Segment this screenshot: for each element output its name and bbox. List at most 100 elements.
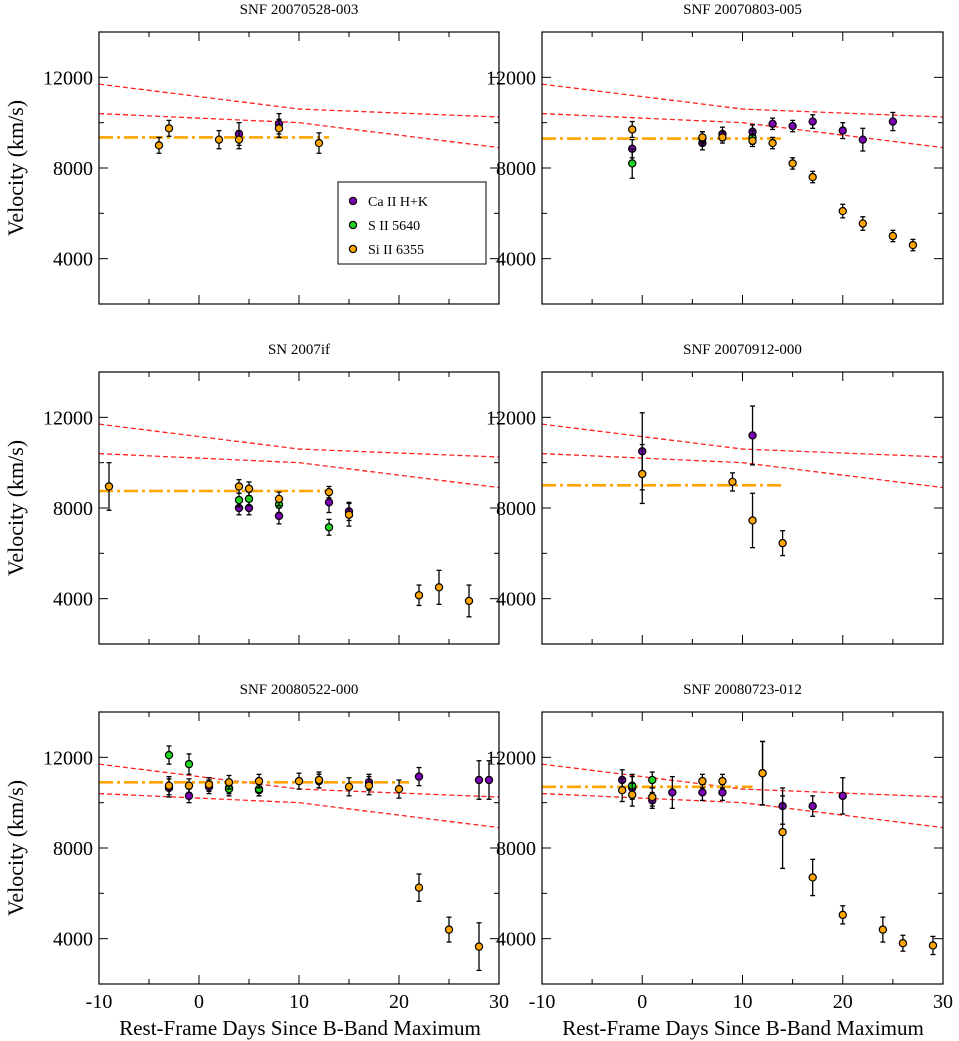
- data-point-si: [808, 873, 817, 882]
- data-point-si: [104, 482, 114, 491]
- data-point-si: [254, 776, 264, 786]
- x-tick-label: 0: [637, 991, 647, 1013]
- series-si: [104, 462, 474, 618]
- series-s: [164, 745, 264, 797]
- data-point-si: [908, 240, 918, 250]
- data-point-si: [314, 138, 324, 148]
- data-point-ca: [808, 801, 817, 811]
- series-ca: [628, 111, 898, 159]
- data-point-si: [768, 138, 777, 148]
- plot-frame: [541, 371, 944, 645]
- series-ca: [234, 491, 354, 525]
- data-point-ca: [414, 772, 424, 781]
- data-point-si: [898, 939, 908, 948]
- data-point-ca: [718, 788, 727, 797]
- data-point-si: [344, 782, 354, 792]
- data-point-si: [748, 136, 757, 145]
- data-point-si: [324, 487, 334, 497]
- data-point-si: [474, 942, 484, 951]
- data-point-si: [748, 516, 757, 525]
- x-tick-label: 30: [489, 991, 509, 1013]
- data-point-si: [838, 910, 847, 920]
- data-point-si: [648, 792, 657, 802]
- panel-2: SNF 20070803-005 4000 8000 12000: [486, 2, 944, 305]
- data-point-si: [718, 133, 727, 142]
- series-si: [638, 443, 787, 557]
- data-point-si: [838, 206, 847, 216]
- data-point-si: [244, 484, 254, 493]
- panel-title: SNF 20070912-000: [683, 342, 802, 358]
- series-si: [618, 740, 938, 956]
- data-point-ca: [838, 791, 847, 801]
- series-ca: [638, 405, 757, 491]
- series-si: [164, 771, 484, 972]
- series-s: [234, 491, 334, 536]
- data-point-si: [344, 510, 354, 519]
- data-point-si: [294, 776, 304, 786]
- data-point-si: [718, 776, 727, 786]
- template-line-lower: [542, 792, 943, 829]
- data-point-si: [444, 925, 454, 934]
- data-point-ca: [888, 117, 898, 126]
- panel-title: SNF 20070528-003: [240, 2, 359, 18]
- template-line-upper: [542, 83, 943, 118]
- data-point-si: [858, 219, 868, 228]
- data-point-si: [414, 883, 424, 892]
- panel-1: SNF 20070528-003 4000 8000 12000 Ca II H+K S …: [43, 2, 500, 305]
- panel-title: SNF 20080522-000: [240, 682, 359, 698]
- data-point-ca: [474, 775, 484, 785]
- x-tick-label: -10: [529, 991, 556, 1013]
- data-point-s: [244, 494, 254, 504]
- plot-area: [542, 83, 943, 252]
- panel-title: SNF 20080723-012: [683, 682, 802, 698]
- plot-frame: [541, 31, 944, 305]
- data-point-si: [788, 159, 797, 168]
- data-point-si: [698, 133, 707, 142]
- data-point-si: [224, 778, 234, 787]
- data-point-si: [888, 231, 898, 241]
- data-point-si: [464, 596, 474, 606]
- plot-frame: [98, 711, 500, 985]
- y-tick-label: 8000: [53, 838, 93, 860]
- template-line-upper: [99, 83, 499, 118]
- template-line-lower: [542, 452, 943, 489]
- y-tick-label: 12000: [43, 747, 93, 769]
- data-point-si: [778, 538, 787, 548]
- ylabel-row-2: Velocity (km/s): [3, 440, 28, 576]
- plot-area: [542, 405, 943, 557]
- data-point-si: [638, 469, 647, 479]
- plot-frame: [541, 711, 944, 985]
- data-point-si: [234, 135, 244, 144]
- legend-marker-ca: [348, 196, 358, 206]
- y-tick-label: 12000: [486, 747, 536, 769]
- x-tick-label: 20: [833, 991, 853, 1013]
- data-point-ca: [748, 431, 757, 440]
- data-point-s: [234, 495, 244, 505]
- data-point-si: [154, 141, 164, 150]
- y-tick-label: 12000: [486, 407, 536, 429]
- data-point-ca: [184, 791, 194, 801]
- legend: Ca II H+K S II 5640 Si II 6355: [337, 181, 487, 265]
- y-tick-label: 4000: [53, 249, 93, 271]
- series-si: [628, 120, 918, 252]
- ylabel-row-3: Velocity (km/s): [3, 780, 28, 916]
- data-point-ca: [808, 117, 817, 126]
- xlabel-left: Rest-Frame Days Since B-Band Maximum: [119, 1016, 481, 1040]
- data-point-ca: [668, 788, 677, 797]
- panel-title: SN 2007if: [268, 342, 330, 358]
- data-point-si: [164, 124, 174, 133]
- data-point-s: [164, 750, 174, 760]
- data-point-si: [698, 776, 707, 786]
- data-point-si: [778, 827, 787, 837]
- template-line-lower: [99, 792, 499, 829]
- data-point-s: [648, 775, 657, 785]
- legend-label-si: Si II 6355: [368, 243, 424, 258]
- data-point-si: [808, 172, 817, 182]
- plot-area: [542, 740, 943, 956]
- template-line-lower: [99, 112, 499, 149]
- plot-area: [99, 745, 499, 972]
- data-point-si: [274, 494, 284, 504]
- y-tick-label: 4000: [53, 929, 93, 951]
- panel-3: SN 2007if 4000 8000 12000: [43, 342, 500, 645]
- data-point-si: [364, 781, 374, 790]
